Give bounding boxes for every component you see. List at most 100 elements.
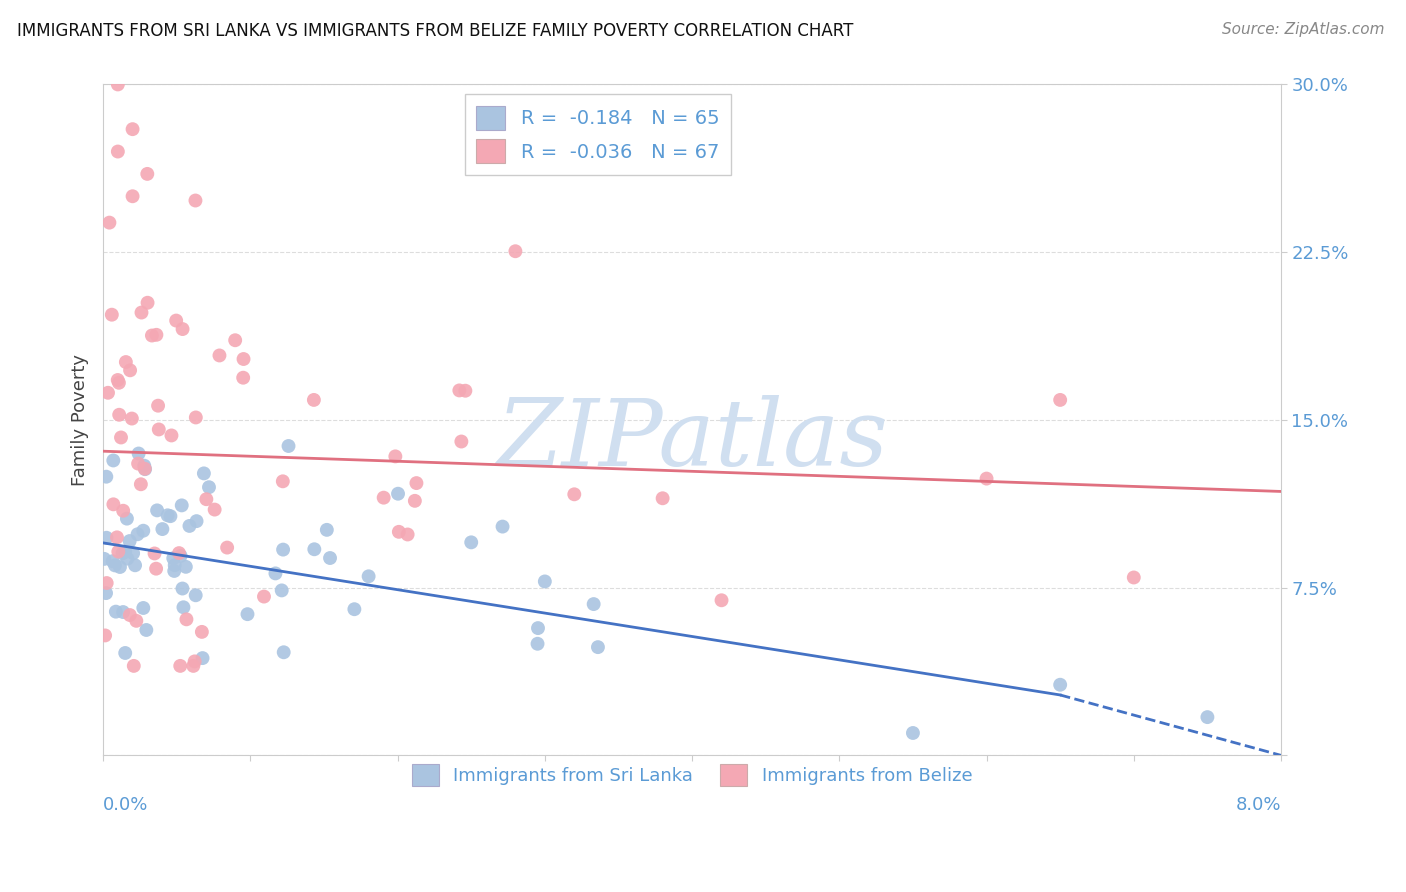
Point — [125, 614, 148, 628]
Point — [101, 554, 124, 568]
Point — [118, 608, 141, 623]
Point — [127, 457, 149, 471]
Point — [132, 601, 155, 615]
Point — [96, 576, 118, 591]
Point — [319, 551, 342, 566]
Point — [179, 519, 201, 533]
Point — [122, 546, 145, 560]
Point — [146, 399, 169, 413]
Point — [103, 497, 125, 511]
Point — [163, 564, 186, 578]
Point — [224, 333, 246, 347]
Point — [174, 559, 197, 574]
Point — [120, 363, 142, 377]
Point — [156, 508, 179, 523]
Point — [169, 659, 191, 673]
Point — [129, 477, 152, 491]
Point — [93, 552, 115, 566]
Point — [163, 558, 186, 573]
Point — [94, 586, 117, 600]
Point — [183, 654, 205, 668]
Point — [150, 522, 173, 536]
Point — [97, 385, 120, 400]
Point — [110, 430, 132, 444]
Point — [115, 511, 138, 525]
Point — [104, 605, 127, 619]
Point — [135, 623, 157, 637]
Point — [271, 542, 294, 557]
Point — [505, 244, 527, 259]
Point — [232, 370, 254, 384]
Point — [562, 487, 585, 501]
Point — [121, 122, 143, 136]
Point — [145, 562, 167, 576]
Point — [128, 446, 150, 460]
Point — [1049, 392, 1071, 407]
Point — [193, 467, 215, 481]
Point — [198, 480, 221, 494]
Text: IMMIGRANTS FROM SRI LANKA VS IMMIGRANTS FROM BELIZE FAMILY POVERTY CORRELATION C: IMMIGRANTS FROM SRI LANKA VS IMMIGRANTS … — [17, 22, 853, 40]
Point — [277, 439, 299, 453]
Point — [105, 530, 128, 544]
Point — [204, 502, 226, 516]
Point — [117, 551, 139, 566]
Point — [96, 469, 118, 483]
Point — [94, 628, 117, 642]
Point — [96, 531, 118, 545]
Point — [976, 472, 998, 486]
Point — [191, 624, 214, 639]
Point — [186, 514, 208, 528]
Point — [159, 509, 181, 524]
Point — [405, 476, 427, 491]
Point — [526, 637, 548, 651]
Point — [141, 328, 163, 343]
Point — [127, 527, 149, 541]
Point — [124, 558, 146, 573]
Point — [343, 602, 366, 616]
Point — [115, 355, 138, 369]
Point — [264, 566, 287, 581]
Point — [387, 486, 409, 500]
Point — [136, 167, 159, 181]
Point — [108, 408, 131, 422]
Text: Source: ZipAtlas.com: Source: ZipAtlas.com — [1222, 22, 1385, 37]
Point — [103, 453, 125, 467]
Point — [1122, 570, 1144, 584]
Point — [104, 558, 127, 573]
Point — [145, 327, 167, 342]
Point — [534, 574, 557, 589]
Point — [1197, 710, 1219, 724]
Point — [449, 384, 471, 398]
Y-axis label: Family Poverty: Family Poverty — [72, 354, 89, 486]
Point — [491, 519, 513, 533]
Point — [108, 376, 131, 390]
Point — [253, 590, 276, 604]
Point — [270, 583, 292, 598]
Point — [195, 492, 218, 507]
Point — [183, 659, 205, 673]
Point — [111, 546, 134, 560]
Point — [208, 348, 231, 362]
Point — [146, 503, 169, 517]
Point — [651, 491, 673, 506]
Point — [131, 305, 153, 319]
Point — [172, 322, 194, 336]
Point — [357, 569, 380, 583]
Point — [304, 542, 326, 557]
Point — [1049, 678, 1071, 692]
Legend: Immigrants from Sri Lanka, Immigrants from Belize: Immigrants from Sri Lanka, Immigrants fr… — [405, 756, 980, 793]
Point — [134, 462, 156, 476]
Point — [98, 216, 121, 230]
Point — [132, 524, 155, 538]
Point — [586, 640, 609, 654]
Point — [191, 651, 214, 665]
Point — [114, 646, 136, 660]
Point — [184, 588, 207, 602]
Text: 0.0%: 0.0% — [103, 796, 149, 814]
Point — [134, 462, 156, 476]
Point — [107, 544, 129, 558]
Point — [404, 493, 426, 508]
Point — [315, 523, 337, 537]
Text: 8.0%: 8.0% — [1236, 796, 1281, 814]
Point — [165, 313, 187, 327]
